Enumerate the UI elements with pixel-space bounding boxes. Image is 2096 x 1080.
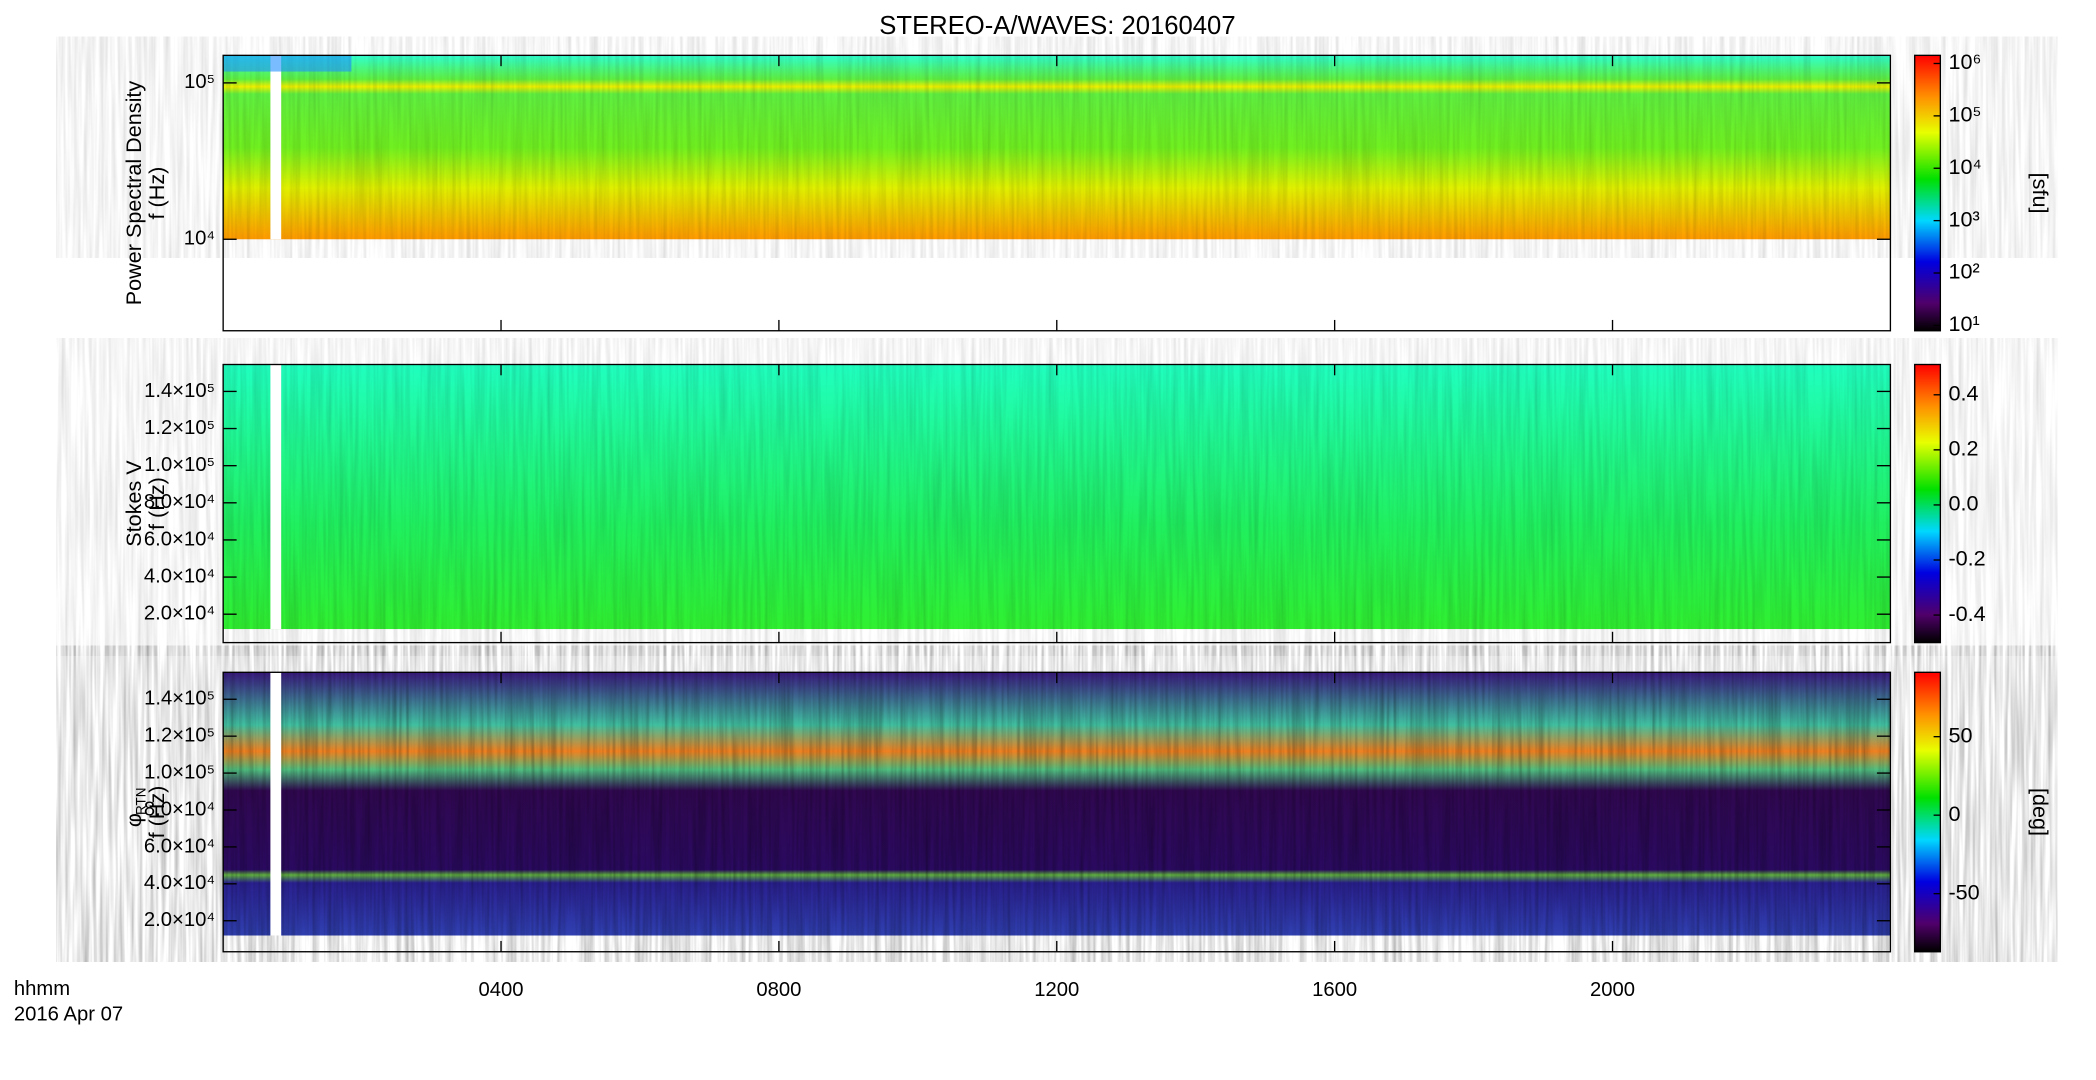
x-tick-label: 1600 <box>1312 979 1357 1001</box>
colorbar <box>1914 671 1942 953</box>
colorbar-tick-label: 10⁵ <box>1948 102 1981 127</box>
y-tick-label: 8.0×10⁴ <box>144 491 215 513</box>
y-tick-label: 8.0×10⁴ <box>144 798 215 820</box>
colorbar <box>1914 54 1942 332</box>
colorbar-tick-label: -0.2 <box>1948 546 1985 571</box>
colorbar-tick-label: -0.4 <box>1948 601 1985 626</box>
spectrogram-edge <box>223 55 352 72</box>
y-tick-label: 1.4×10⁵ <box>144 688 215 710</box>
spectrogram-texture <box>223 672 1891 936</box>
colorbar-tick-label: 10¹ <box>1948 311 1979 336</box>
colorbar-tick-label: 0.4 <box>1948 380 1978 405</box>
chart-title: STEREO-A/WAVES: 20160407 <box>879 12 1235 40</box>
colorbar-label-group: [deg] <box>2028 788 2053 836</box>
y-label-line: f (Hz) <box>144 786 169 839</box>
y-tick-label: 1.2×10⁵ <box>144 725 215 747</box>
colorbar-label: [sfu] <box>2028 173 2053 214</box>
colorbar-tick-label: 0.0 <box>1948 491 1978 516</box>
y-tick-label: 10⁴ <box>184 228 215 250</box>
y-tick-label: 1.2×10⁵ <box>144 417 215 439</box>
colorbar-label: [deg] <box>2028 788 2053 836</box>
x-axis-label: hhmm <box>14 978 70 1000</box>
y-label-line: f (Hz) <box>144 167 169 220</box>
colorbar-tick-label: 10³ <box>1948 206 1979 231</box>
y-tick-label: 6.0×10⁴ <box>144 528 215 550</box>
y-axis-label: Stokes Vf (Hz) <box>121 460 169 547</box>
y-tick-label: 10⁵ <box>184 71 215 93</box>
y-tick-label: 2.0×10⁴ <box>144 909 215 931</box>
x-tick-label: 2000 <box>1590 979 1635 1001</box>
y-label-subscript: RTN <box>134 787 149 815</box>
spectrogram-texture <box>223 364 1891 630</box>
colorbar-tick-label: -50 <box>1948 879 1979 904</box>
colorbar-tick-label: 10² <box>1948 259 1979 284</box>
colorbar-label-group: [sfu] <box>2028 173 2053 214</box>
y-label-line: f (Hz) <box>144 477 169 530</box>
colorbar-tick-label: 0.2 <box>1948 436 1978 461</box>
data-gap <box>270 55 282 240</box>
y-tick-label: 1.0×10⁵ <box>144 761 215 783</box>
colorbar-tick-label: 50 <box>1948 722 1972 747</box>
y-tick-label: 4.0×10⁴ <box>144 872 215 894</box>
y-tick-label: 4.0×10⁴ <box>144 565 215 587</box>
data-gap <box>270 672 282 936</box>
x-tick-label: 0800 <box>756 979 801 1001</box>
y-tick-label: 1.4×10⁵ <box>144 380 215 402</box>
spectrogram-texture <box>223 55 1891 240</box>
y-label-line: Power Spectral Density <box>121 81 146 306</box>
colorbar-tick-label: 0 <box>1948 801 1960 826</box>
y-tick-label: 6.0×10⁴ <box>144 835 215 857</box>
colorbar <box>1914 363 1942 644</box>
y-label-line: φ <box>121 813 146 827</box>
y-label-line: Stokes V <box>121 460 146 547</box>
y-tick-label: 1.0×10⁵ <box>144 454 215 476</box>
colorbar-tick-label: 10⁴ <box>1948 154 1981 179</box>
x-tick-label: 0400 <box>478 979 523 1001</box>
x-tick-label: 1200 <box>1034 979 1079 1001</box>
y-tick-label: 2.0×10⁴ <box>144 603 215 625</box>
data-gap <box>270 364 282 630</box>
x-axis-date: 2016 Apr 07 <box>14 1004 123 1026</box>
colorbar-tick-label: 10⁶ <box>1948 49 1981 74</box>
